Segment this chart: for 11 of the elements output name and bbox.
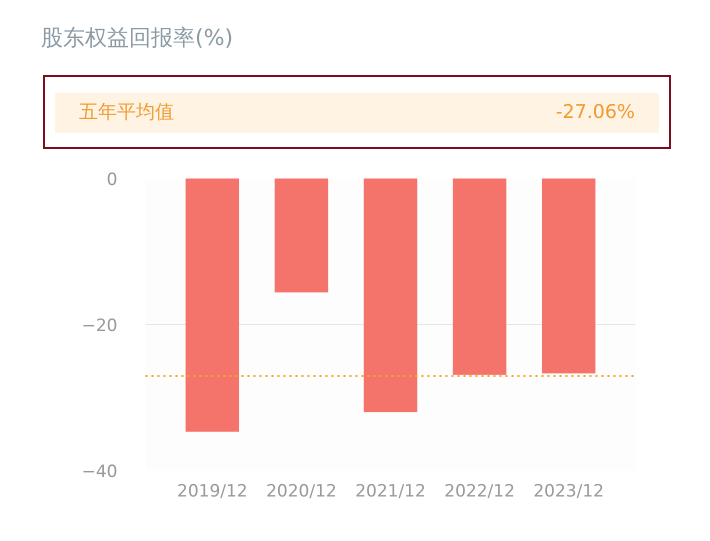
text: -27.06% — [556, 100, 635, 126]
y-tick-label: 0 — [106, 170, 118, 190]
y-tick-label: −40 — [82, 462, 118, 482]
x-tick-label: 2022/12 — [444, 482, 515, 502]
x-tick-label: 2023/12 — [533, 482, 604, 502]
text: 五年平均值 — [79, 100, 174, 126]
y-tick-label: −20 — [82, 316, 118, 336]
x-tick-label: 2021/12 — [355, 482, 426, 502]
chart-title: 股东权益回报率(%) — [40, 25, 234, 53]
x-tick-label: 2019/12 — [177, 482, 248, 502]
x-tick-label: 2020/12 — [266, 482, 337, 502]
